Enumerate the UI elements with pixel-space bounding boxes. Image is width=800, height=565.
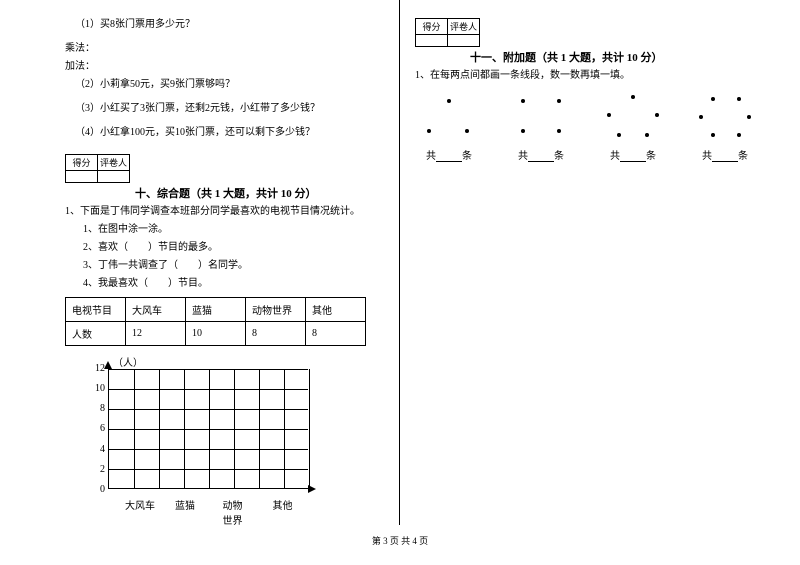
- th-3: 动物世界: [246, 298, 306, 322]
- add-label: 加法：: [65, 60, 391, 74]
- val-3: 8: [306, 322, 366, 346]
- ytick: 8: [100, 403, 105, 414]
- survey-intro: 1、下面是丁伟同学调查本班部分同学最喜欢的电视节目情况统计。: [65, 205, 391, 219]
- fill-suffix: 条: [738, 151, 748, 162]
- page-footer: 第 3 页 共 4 页: [0, 534, 800, 547]
- ytick: 0: [100, 484, 105, 495]
- bonus-instruction: 1、在每两点间都画一条线段，数一数再填一填。: [415, 69, 770, 83]
- fill-suffix: 条: [462, 151, 472, 162]
- sub-1: 1、在图中涂一涂。: [65, 223, 391, 237]
- data-table: 电视节目 大风车 蓝猫 动物世界 其他 人数 12 10 8 8: [65, 297, 366, 346]
- th-1: 大风车: [126, 298, 186, 322]
- ytick: 6: [100, 423, 105, 434]
- fill-suffix: 条: [554, 151, 564, 162]
- fill-prefix: 共: [702, 151, 712, 162]
- score-table: 得分 评卷人: [415, 18, 480, 47]
- dot-group-1: 共条: [415, 93, 483, 162]
- xlabel: 动物 世界: [205, 497, 260, 527]
- sub-2: 2、喜欢（ ）节目的最多。: [65, 241, 391, 255]
- xlabel: 蓝猫: [165, 497, 205, 527]
- x-axis: 大风车 蓝猫 动物 世界 其他: [115, 497, 391, 527]
- score-box-10: 得分 评卷人: [65, 154, 391, 183]
- fill-prefix: 共: [610, 151, 620, 162]
- xlabel: 其他: [260, 497, 305, 527]
- fill-prefix: 共: [518, 151, 528, 162]
- dot-group-4: 共条: [691, 93, 759, 162]
- question-3: （3）小红买了3张门票，还剩2元钱，小红带了多少钱？: [65, 102, 391, 116]
- grader-header: 评卷人: [448, 19, 480, 35]
- y-axis-label: （人）: [113, 354, 391, 369]
- question-2: （2）小莉拿50元，买9张门票够吗？: [65, 78, 391, 92]
- ytick: 4: [100, 444, 105, 455]
- grader-header: 评卷人: [98, 155, 130, 171]
- th-0: 电视节目: [66, 298, 126, 322]
- ytick: 2: [100, 464, 105, 475]
- dot-groups: 共条 共条 共条: [415, 93, 770, 162]
- score-box-11: 得分 评卷人: [415, 18, 770, 47]
- question-4: （4）小红拿100元，买10张门票，还可以剩下多少钱？: [65, 126, 391, 140]
- y-axis: 12 10 8 6 4 2 0: [95, 363, 108, 495]
- dot-group-2: 共条: [507, 93, 575, 162]
- sub-4: 4、我最喜欢（ ）节目。: [65, 277, 391, 291]
- score-header: 得分: [416, 19, 448, 35]
- fill-suffix: 条: [646, 151, 656, 162]
- question-1: （1）买8张门票用多少元？: [65, 18, 391, 32]
- section-10-title: 十、综合题（共 1 大题，共计 10 分）: [65, 185, 391, 201]
- th-4: 其他: [306, 298, 366, 322]
- score-table: 得分 评卷人: [65, 154, 130, 183]
- val-2: 8: [246, 322, 306, 346]
- row-label: 人数: [66, 322, 126, 346]
- bar-chart: （人） 12 10 8 6 4 2 0: [95, 354, 391, 527]
- xlabel: 大风车: [115, 497, 165, 527]
- th-2: 蓝猫: [186, 298, 246, 322]
- val-0: 12: [126, 322, 186, 346]
- ytick: 10: [95, 383, 105, 394]
- score-header: 得分: [66, 155, 98, 171]
- section-11-title: 十一、附加题（共 1 大题，共计 10 分）: [415, 49, 770, 65]
- method-label: 乘法：: [65, 42, 391, 56]
- chart-grid: [108, 369, 308, 489]
- sub-3: 3、丁伟一共调查了（ ）名同学。: [65, 259, 391, 273]
- fill-prefix: 共: [426, 151, 436, 162]
- dot-group-3: 共条: [599, 93, 667, 162]
- val-1: 10: [186, 322, 246, 346]
